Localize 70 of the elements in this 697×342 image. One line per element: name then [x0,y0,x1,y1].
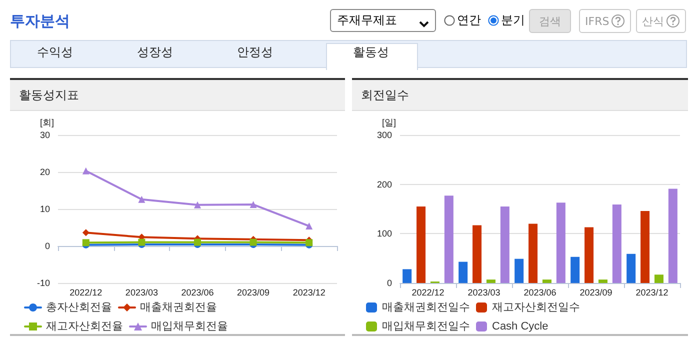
x-tick-label: 2022/12 [70,288,102,298]
point [306,222,313,230]
y-tick-label: 0 [386,278,392,288]
legend-label: Cash Cycle [492,320,548,332]
point [250,238,257,246]
y-tick-label: -10 [36,278,50,288]
text: 수익성 [36,44,74,61]
bar [556,202,566,283]
bar [528,224,538,283]
y-tick-label: 30 [40,130,50,140]
text: IFRS [585,14,610,28]
y-tick-label: 100 [376,228,392,239]
legend-label: 총자산회전율 [46,302,112,314]
y-tick-label: 200 [376,179,392,190]
y-tick-label: 300 [376,130,392,140]
y-tick-label: 10 [40,204,50,214]
point [194,238,201,246]
x-tick-label: 2022/12 [412,288,444,298]
text: 성장성 [136,44,174,61]
text: 주재무제표 [337,12,397,29]
y-axis-title: [일] [382,118,396,128]
bar [500,206,510,283]
x-tick-label: 2023/09 [237,288,270,298]
x-tick-label: 2023/12 [292,288,326,298]
x-tick-label: 2023/03 [468,288,500,298]
text: 안정성 [236,44,274,61]
y-tick-label: 0 [44,241,50,251]
legend-label: 매입채무회전율 [151,320,228,332]
bar [486,280,496,283]
bar [472,225,482,283]
chart-title: 활동성지표 [10,80,345,111]
legend-label: 매출채권회전율 [140,302,217,314]
bar [640,210,650,283]
chart-title: 회전일수 [352,80,688,111]
bar [542,280,552,283]
legend-label: 재고자산회전율 [46,320,123,332]
x-tick-label: 2023/12 [636,288,668,298]
text: 투자분석 [10,12,70,31]
point [82,229,90,236]
text: 분기 [501,12,525,29]
x-tick-label: 2023/09 [580,288,612,298]
bar [668,188,678,283]
point [138,196,146,203]
bar [598,280,608,283]
text: 연간 [457,12,481,29]
x-tick-label: 2023/03 [125,288,158,298]
bar [416,206,426,283]
y-tick-label: 20 [40,167,50,177]
text: 활동성 [352,44,390,61]
bar [584,227,594,283]
bar [654,274,664,283]
bar [458,262,468,283]
bar [402,269,412,283]
legend-label: 매출채권회전일수 [382,302,470,314]
bar [570,256,580,283]
bar [444,196,454,283]
text: 검색 [539,14,561,28]
x-tick-label: 2023/06 [181,288,214,298]
bar [612,204,622,283]
text: 산식 [642,14,664,28]
y-axis-title: [회] [40,118,54,128]
point [194,201,201,208]
point [250,201,257,208]
legend-label: 매입채무회전일수 [382,320,470,332]
point [82,167,90,174]
legend-label: 재고자산회전일수 [492,302,580,314]
bar [626,254,636,283]
x-tick-label: 2023/06 [524,288,556,298]
bar [514,258,524,283]
point [138,238,146,246]
